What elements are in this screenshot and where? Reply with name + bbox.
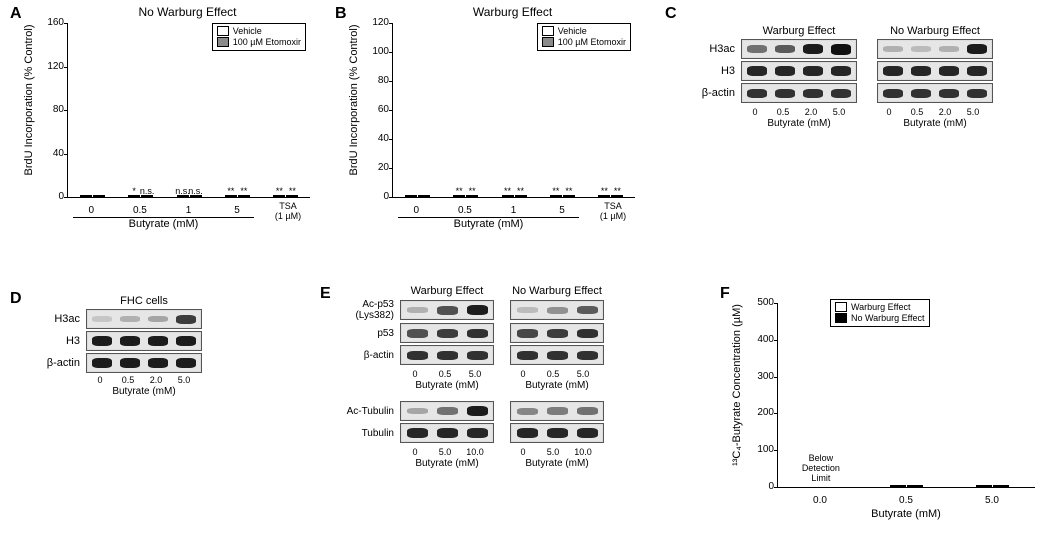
chart-title-B: Warburg Effect — [390, 5, 635, 19]
panel-D: D FHC cellsH3acH3β-actin00.52.05.0Butyra… — [10, 290, 270, 470]
legend-A: Vehicle 100 µM Etomoxir — [212, 23, 306, 51]
x-axis-title-F: Butyrate (mM) — [777, 508, 1035, 520]
panel-E: E Warburg EffectNo Warburg EffectAc-p53 … — [320, 285, 680, 530]
panel-C: C Warburg EffectNo Warburg EffectH3acH3β… — [665, 5, 1040, 200]
barchart-A: No Warburg Effect BrdU Incorporation (% … — [35, 5, 310, 230]
chart-title-A: No Warburg Effect — [65, 5, 310, 19]
panel-B: B Warburg Effect BrdU Incorporation (% C… — [335, 5, 635, 230]
barchart-F: ¹³C₄-Butyrate Concentration (µM) 0100200… — [745, 285, 1035, 520]
tsa-label-A: TSA(1 µM) — [264, 202, 312, 222]
y-axis-label-A: BrdU Incorporation (% Control) — [23, 24, 35, 175]
figure: A No Warburg Effect BrdU Incorporation (… — [0, 0, 1050, 539]
blot-D: FHC cellsH3acH3β-actin00.52.05.0Butyrate… — [28, 295, 202, 397]
legend-F: Warburg Effect No Warburg Effect — [830, 299, 930, 327]
y-axis-label-B: BrdU Incorporation (% Control) — [348, 24, 360, 175]
panel-label-D: D — [10, 290, 22, 308]
y-axis-label-F: ¹³C₄-Butyrate Concentration (µM) — [731, 304, 743, 466]
x-axis-title-A: Butyrate (mM) — [67, 218, 260, 230]
legend-label: Vehicle — [233, 26, 262, 37]
barchart-B: Warburg Effect BrdU Incorporation (% Con… — [360, 5, 635, 230]
blot-E: Warburg EffectNo Warburg EffectAc-p53 (L… — [338, 285, 604, 469]
legend-label: No Warburg Effect — [851, 313, 925, 324]
legend-label: Warburg Effect — [851, 302, 911, 313]
x-axis-title-B: Butyrate (mM) — [392, 218, 585, 230]
legend-label: Vehicle — [558, 26, 587, 37]
legend-label: 100 µM Etomoxir — [233, 37, 301, 48]
panel-F: F ¹³C₄-Butyrate Concentration (µM) 01002… — [720, 285, 1035, 520]
plot-area-F: 0100200300400500Below Detection Limit — [777, 303, 1035, 488]
legend-B: Vehicle 100 µM Etomoxir — [537, 23, 631, 51]
panel-A: A No Warburg Effect BrdU Incorporation (… — [10, 5, 310, 230]
legend-label: 100 µM Etomoxir — [558, 37, 626, 48]
panel-label-C: C — [665, 5, 677, 23]
x-labels-F: 0.00.55.0 — [777, 495, 1035, 506]
panel-label-B: B — [335, 5, 347, 23]
panel-label-F: F — [720, 285, 730, 303]
panel-label-A: A — [10, 5, 22, 23]
panel-label-E: E — [320, 285, 331, 303]
tsa-label-B: TSA(1 µM) — [589, 202, 637, 222]
blot-C: Warburg EffectNo Warburg EffectH3acH3β-a… — [683, 25, 993, 129]
